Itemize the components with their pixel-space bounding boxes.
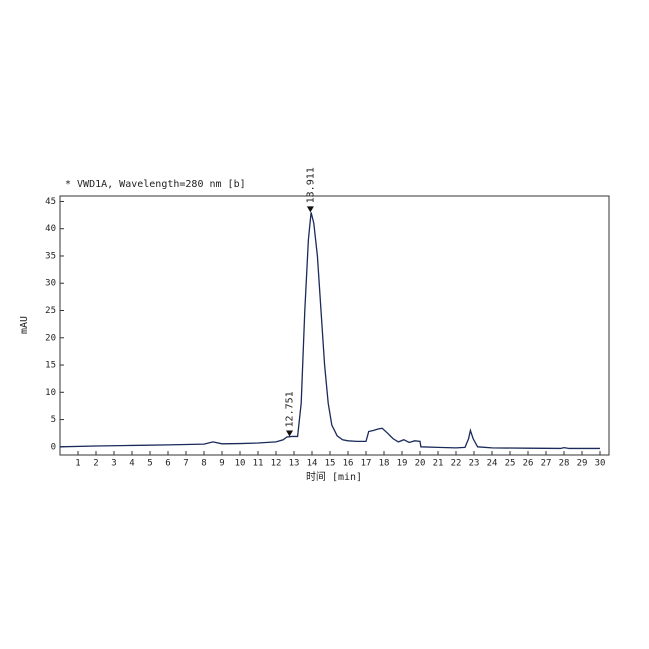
y-tick-label: 25: [45, 306, 56, 316]
x-tick-label: 15: [325, 459, 336, 469]
x-axis-label: 时间 [min]: [306, 470, 362, 483]
peak-marker: [286, 430, 294, 437]
chart-title: * VWD1A, Wavelength=280 nm [b]: [65, 179, 246, 190]
y-tick-label: 5: [51, 415, 56, 425]
x-tick-label: 12: [271, 459, 282, 469]
x-tick-label: 3: [111, 459, 116, 469]
y-tick-label: 35: [45, 251, 56, 261]
y-tick-label: 20: [45, 333, 56, 343]
x-tick-label: 20: [415, 459, 426, 469]
x-tick-label: 28: [559, 459, 570, 469]
y-tick-label: 45: [45, 197, 56, 207]
y-tick-label: 40: [45, 224, 56, 234]
x-tick-label: 10: [235, 459, 246, 469]
x-tick-label: 14: [307, 459, 318, 469]
x-tick-label: 17: [361, 459, 372, 469]
y-tick-label: 10: [45, 388, 56, 398]
y-axis-label: mAU: [19, 316, 30, 334]
peak-marker: [306, 206, 314, 213]
x-tick-label: 19: [397, 459, 408, 469]
x-tick-label: 18: [379, 459, 390, 469]
x-tick-label: 6: [165, 459, 170, 469]
x-tick-label: 21: [433, 459, 444, 469]
x-tick-label: 22: [451, 459, 462, 469]
y-tick-label: 30: [45, 279, 56, 289]
x-tick-label: 16: [343, 459, 354, 469]
x-tick-label: 8: [201, 459, 206, 469]
y-tick-label: 15: [45, 361, 56, 371]
x-tick-label: 9: [219, 459, 224, 469]
plot-frame: [59, 195, 610, 456]
peak-label: 12.751: [285, 391, 296, 427]
x-tick-label: 24: [487, 459, 498, 469]
x-tick-label: 13: [289, 459, 300, 469]
peak-label: 13.911: [305, 167, 316, 203]
x-tick-label: 1: [75, 459, 80, 469]
trace: [59, 212, 600, 450]
x-tick-label: 26: [523, 459, 534, 469]
x-tick-label: 29: [577, 459, 588, 469]
x-tick-label: 27: [541, 459, 552, 469]
x-tick-label: 23: [469, 459, 480, 469]
y-tick-label: 0: [51, 442, 56, 452]
x-tick-label: 25: [505, 459, 516, 469]
x-tick-label: 5: [147, 459, 152, 469]
x-tick-label: 30: [595, 459, 606, 469]
x-tick-label: 2: [93, 459, 98, 469]
x-tick-label: 7: [183, 459, 188, 469]
x-tick-label: 4: [129, 459, 134, 469]
x-tick-label: 11: [253, 459, 264, 469]
